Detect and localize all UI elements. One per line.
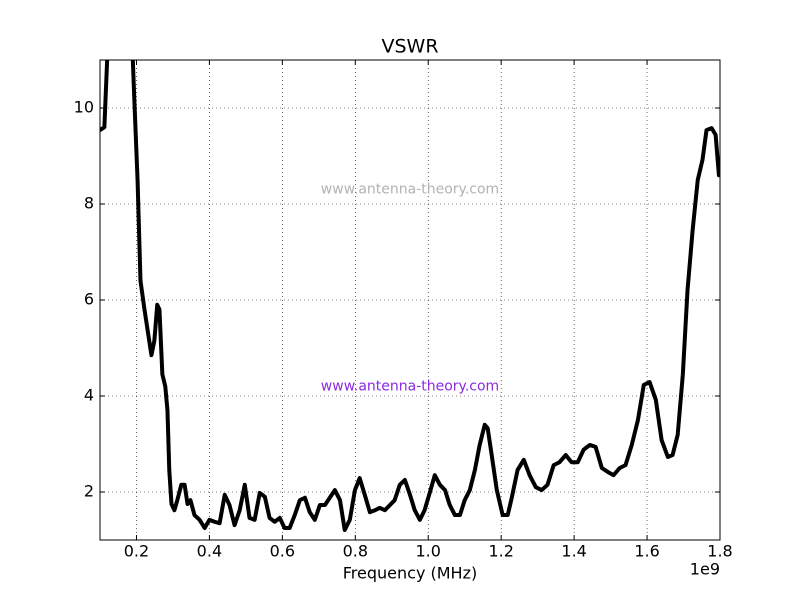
- watermark: www.antenna-theory.com: [321, 378, 499, 394]
- x-tick-label: 1.0: [416, 542, 441, 561]
- x-tick-label: 0.6: [270, 542, 295, 561]
- chart-title: VSWR: [381, 36, 438, 58]
- x-tick-label: 1.4: [561, 542, 586, 561]
- plot-area: [100, 60, 720, 532]
- y-tick-label: 4: [84, 386, 94, 405]
- plot-frame: [99, 59, 721, 541]
- x-tick-label: 0.8: [343, 542, 368, 561]
- data-line: [100, 60, 720, 532]
- x-tick-label: 1.8: [707, 542, 732, 561]
- x-tick-label: 0.4: [197, 542, 222, 561]
- x-tick-label: 1.2: [488, 542, 513, 561]
- y-tick-label: 8: [84, 194, 94, 213]
- x-tick-label: 0.2: [124, 542, 149, 561]
- y-tick-label: 2: [84, 482, 94, 501]
- x-axis-label: Frequency (MHz): [343, 564, 477, 583]
- x-tick-label: 1.6: [634, 542, 659, 561]
- watermark: www.antenna-theory.com: [321, 182, 499, 198]
- y-tick-label: 10: [74, 98, 94, 117]
- y-tick-label: 6: [84, 290, 94, 309]
- x-offset-label: 1e9: [690, 560, 720, 579]
